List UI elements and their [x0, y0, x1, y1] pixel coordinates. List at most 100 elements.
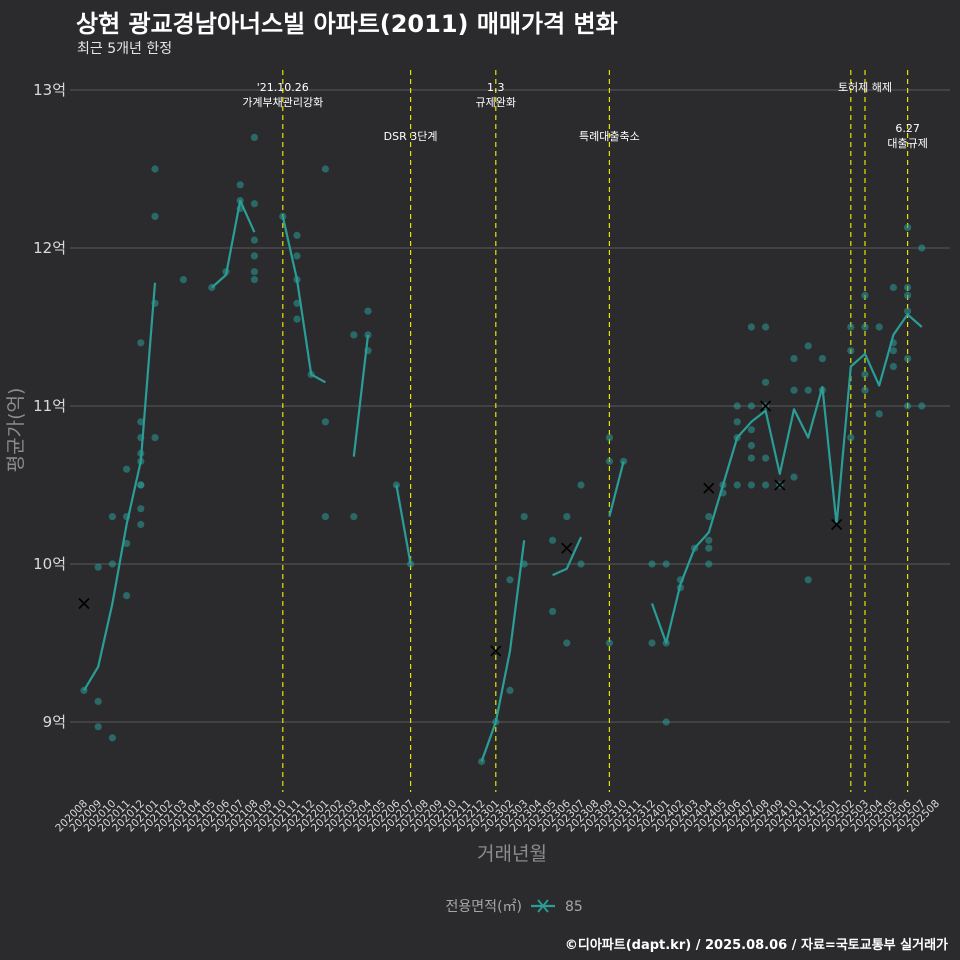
data-point-28: [236, 197, 244, 205]
event-label-line: 규제완화: [476, 96, 516, 109]
data-point-46: [350, 331, 358, 339]
data-point-21: [151, 212, 159, 220]
data-point-30: [250, 133, 258, 141]
legend: 전용면적(㎡) 85: [446, 899, 583, 915]
legend-key: [531, 899, 555, 913]
data-point-87: [747, 323, 756, 331]
x-marker-4: [760, 400, 772, 412]
event-label-2: 1.3 규제완화: [476, 81, 516, 109]
data-point-29: [236, 204, 244, 213]
data-point-54: [492, 718, 500, 726]
data-point-69: [648, 560, 656, 568]
series-line-segment-4: [395, 484, 412, 565]
data-point-24: [179, 276, 187, 284]
data-point-122: [904, 291, 912, 299]
data-point-12: [137, 418, 145, 426]
data-point-58: [520, 560, 528, 568]
data-point-49: [364, 331, 372, 339]
series-line-segment-1: [211, 199, 256, 289]
data-point-39: [293, 276, 301, 284]
x-marker-3: [703, 482, 715, 494]
data-point-0: [80, 686, 88, 695]
data-point-38: [293, 252, 301, 260]
data-point-65: [605, 434, 614, 442]
grid-layer: [70, 89, 950, 723]
data-point-20: [151, 165, 159, 173]
data-point-31: [250, 200, 258, 208]
event-label-line: 특례대출축소: [579, 130, 640, 143]
data-point-89: [747, 426, 756, 434]
data-point-60: [549, 607, 557, 616]
data-point-102: [804, 342, 812, 350]
data-point-9: [123, 539, 131, 548]
data-point-25: [208, 283, 216, 292]
data-point-100: [790, 386, 798, 394]
data-point-92: [747, 481, 756, 489]
data-point-53: [478, 757, 486, 766]
data-point-70: [648, 639, 656, 647]
data-point-113: [861, 386, 869, 394]
legend-entry-85: 85: [565, 899, 583, 915]
data-point-105: [818, 355, 827, 363]
data-point-108: [847, 347, 855, 355]
data-point-40: [293, 299, 301, 307]
data-point-88: [747, 402, 756, 410]
data-point-119: [889, 362, 898, 371]
x-marker-1: [490, 645, 502, 657]
data-point-104: [804, 576, 812, 584]
point-layer: [80, 133, 926, 766]
data-point-15: [137, 457, 145, 465]
data-point-109: [847, 434, 855, 442]
data-point-10: [123, 592, 131, 600]
series-line-segment-5: [480, 540, 526, 762]
data-point-1: [94, 563, 102, 571]
data-point-34: [250, 268, 258, 276]
data-point-17: [137, 481, 145, 489]
data-point-50: [364, 347, 372, 355]
y-tick-label-10: 10억: [33, 555, 66, 573]
data-point-91: [747, 454, 756, 462]
data-point-56: [506, 576, 514, 584]
data-point-13: [137, 434, 145, 442]
data-point-26: [222, 268, 230, 276]
x-marker-0: [78, 597, 90, 610]
data-point-82: [719, 489, 727, 497]
data-point-81: [719, 481, 727, 489]
data-point-115: [875, 410, 883, 418]
series-line-segment-6: [552, 536, 583, 577]
data-point-96: [762, 454, 770, 462]
data-point-79: [705, 544, 713, 552]
data-point-117: [889, 339, 898, 347]
data-point-36: [279, 212, 287, 220]
data-point-75: [676, 584, 685, 592]
data-point-106: [818, 386, 827, 394]
data-point-7: [123, 465, 131, 473]
line-layer: [83, 199, 923, 762]
data-point-6: [108, 734, 116, 742]
data-point-68: [620, 457, 628, 465]
series-line-segment-7: [608, 461, 625, 517]
data-point-110: [861, 291, 869, 299]
data-point-97: [762, 481, 770, 489]
data-point-114: [875, 323, 883, 331]
data-point-93: [762, 323, 770, 331]
series-line-segment-3: [352, 334, 370, 457]
data-point-18: [137, 505, 145, 513]
data-point-63: [577, 481, 585, 489]
chart-subtitle: 최근 5개년 한정: [77, 41, 173, 57]
series-line-segment-8: [650, 313, 923, 645]
data-point-83: [733, 402, 741, 410]
data-point-33: [250, 252, 258, 260]
data-point-64: [577, 560, 585, 568]
data-point-42: [307, 370, 315, 378]
data-point-4: [108, 513, 116, 521]
data-point-66: [605, 457, 614, 465]
x-marker-6: [831, 518, 843, 531]
data-point-85: [733, 434, 741, 442]
data-point-120: [904, 223, 912, 232]
data-point-71: [662, 560, 670, 568]
event-label-line: 6.27: [895, 122, 920, 135]
data-point-59: [549, 536, 557, 544]
